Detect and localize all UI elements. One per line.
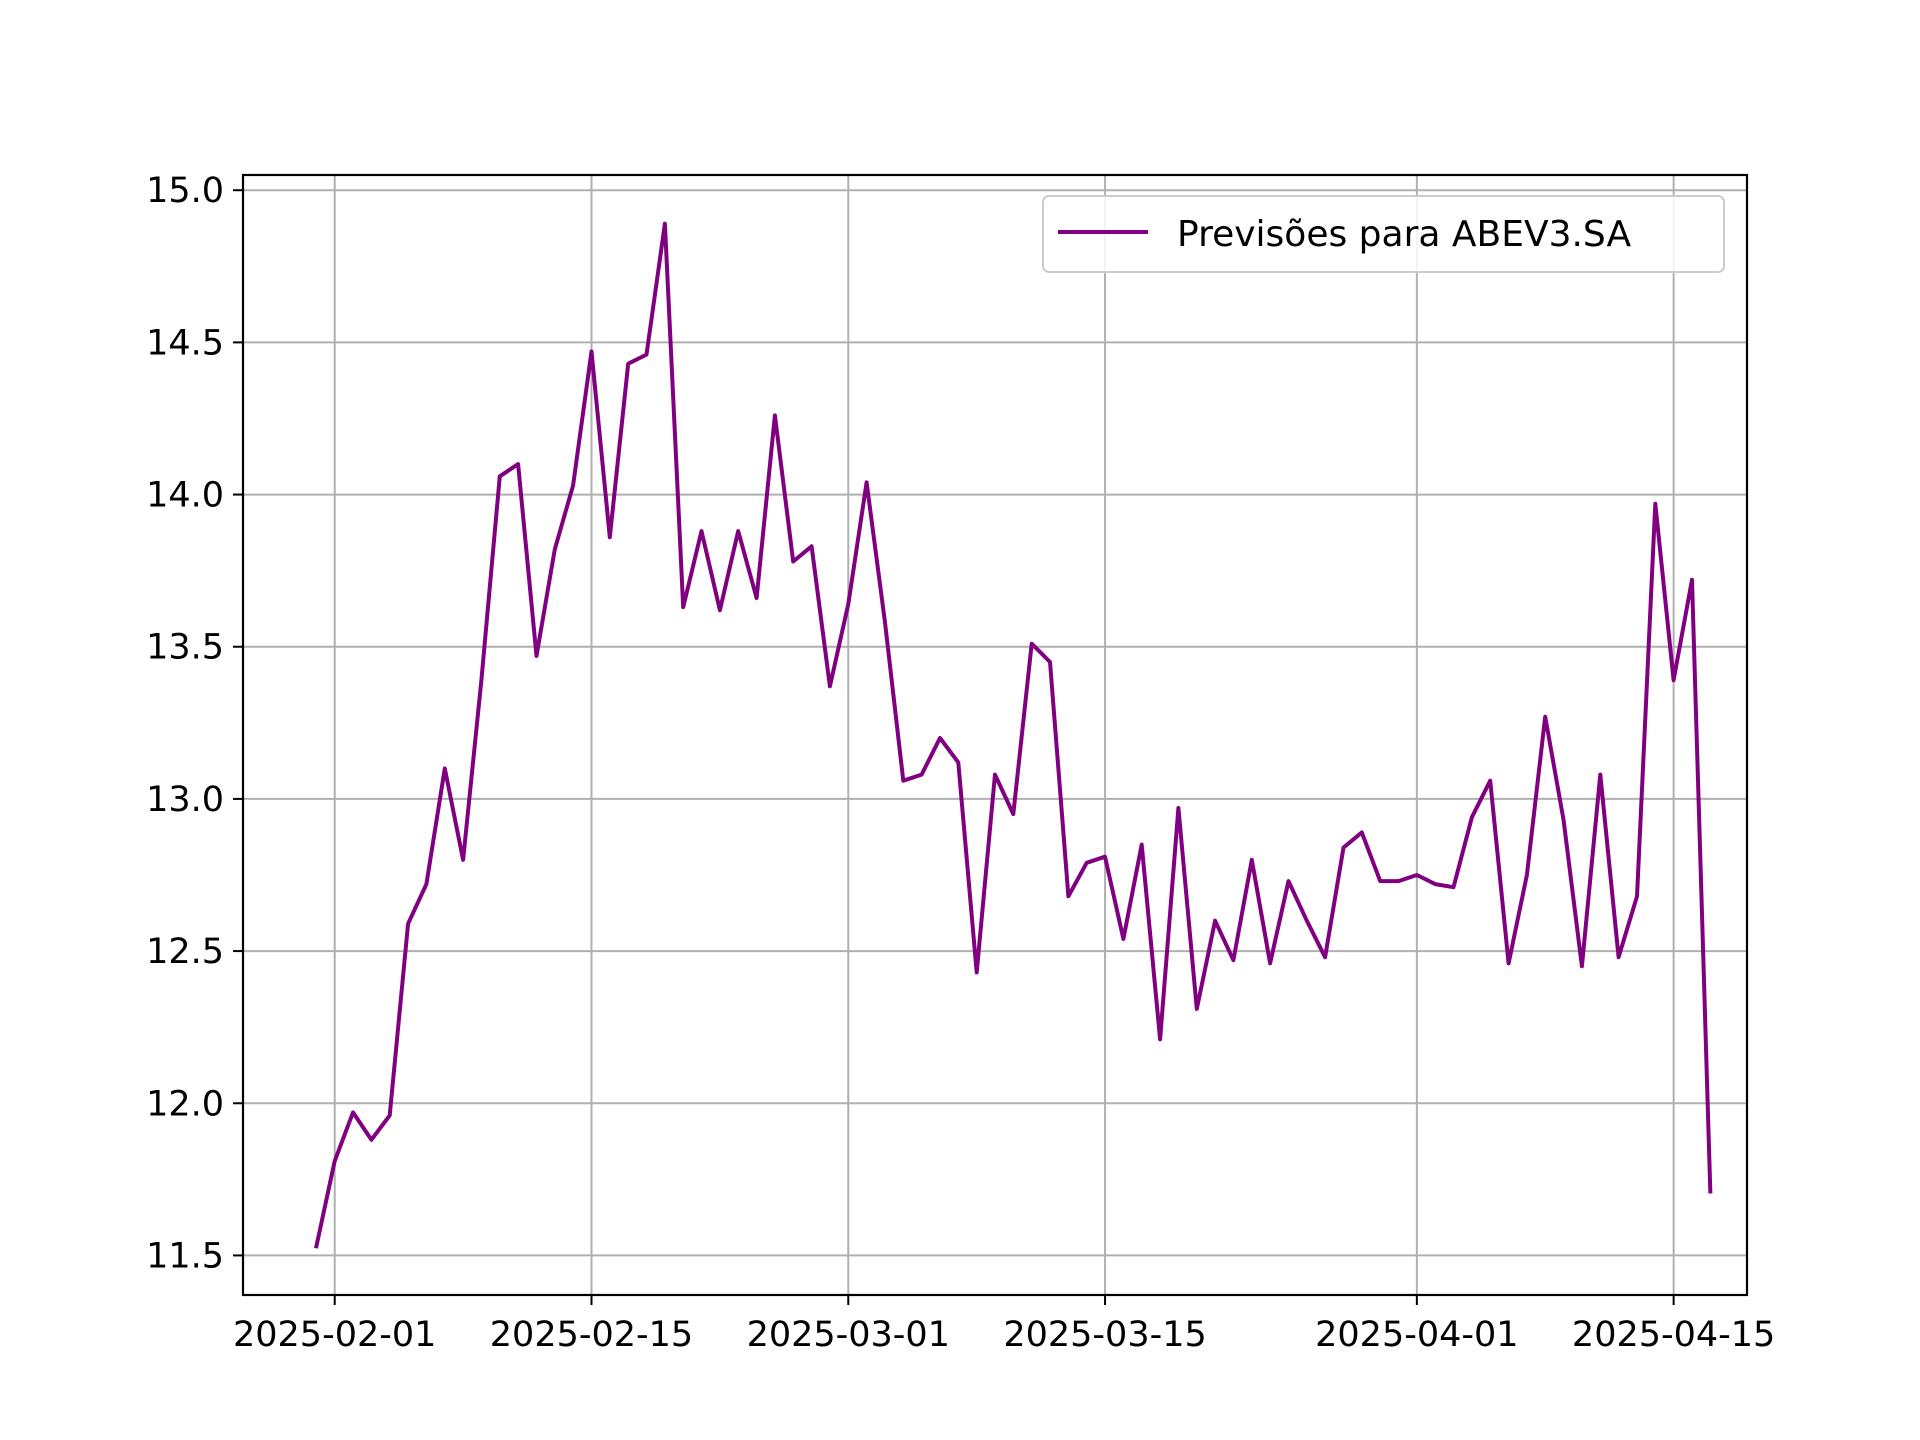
legend-box [1042, 195, 1725, 273]
y-tick-label: 13.5 [146, 628, 224, 668]
y-tick-label: 15.0 [146, 171, 224, 211]
x-tick-label: 2025-04-01 [1315, 1315, 1518, 1355]
x-axis: 2025-02-01 2025-02-15 2025-03-01 2025-03-15… [233, 1295, 1775, 1355]
y-tick-label: 13.0 [146, 780, 224, 820]
series-layer [314, 221, 1713, 1249]
legend: Previsões para ABEV3.SA [1042, 195, 1725, 273]
grid [243, 175, 1747, 1295]
legend-label: Previsões para ABEV3.SA [1177, 214, 1631, 255]
x-tick-label: 2025-02-01 [233, 1315, 436, 1355]
y-tick-label: 12.5 [146, 932, 224, 972]
series-line [314, 221, 1713, 1249]
y-tick-label: 11.5 [146, 1236, 224, 1276]
x-tick-label: 2025-03-01 [747, 1315, 950, 1355]
y-axis: 11.5 12.0 12.5 13.0 13.5 14.0 14.5 15.0 [146, 171, 243, 1276]
y-tick-label: 14.5 [146, 323, 224, 363]
y-tick-label: 14.0 [146, 476, 224, 516]
x-tick-label: 2025-04-15 [1572, 1315, 1775, 1355]
plot-frame [241, 173, 1749, 1297]
x-tick-label: 2025-02-15 [490, 1315, 693, 1355]
y-tick-label: 12.0 [146, 1084, 224, 1124]
x-tick-label: 2025-03-15 [1003, 1315, 1206, 1355]
